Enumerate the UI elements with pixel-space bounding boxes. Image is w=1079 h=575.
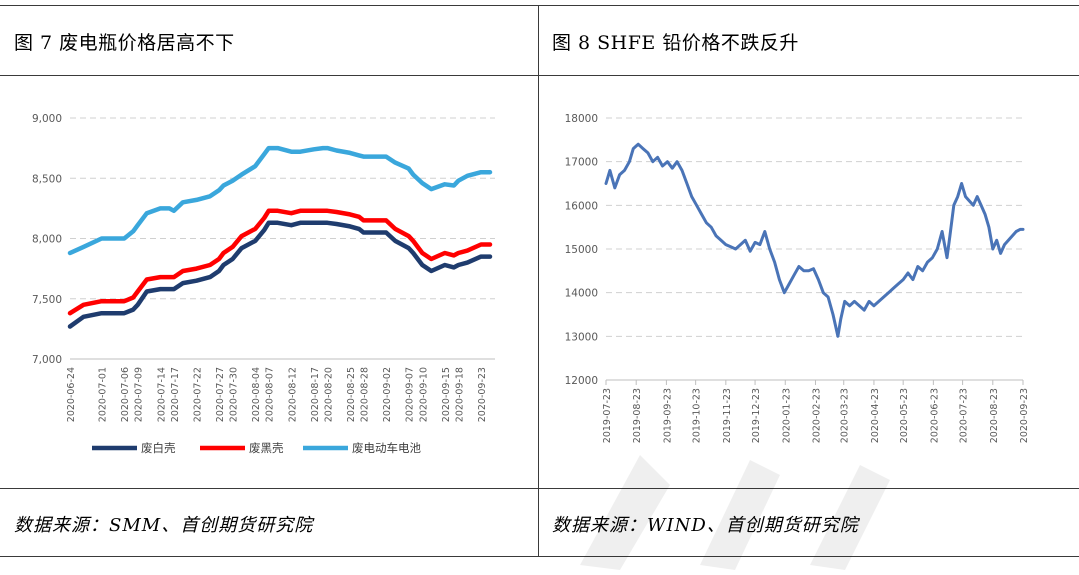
x-tick-label: 2019-08-23 <box>632 388 643 443</box>
x-tick-label: 2019-12-23 <box>751 388 762 443</box>
legend-label: 废电动车电池 <box>352 441 421 455</box>
x-tick-label: 2020-05-23 <box>899 388 910 443</box>
x-tick-label: 2020-09-23 <box>477 367 488 422</box>
x-tick-label: 2020-06-23 <box>929 388 940 443</box>
x-tick-label: 2020-08-17 <box>310 367 321 422</box>
x-tick-label: 2019-10-23 <box>692 388 703 443</box>
x-tick-label: 2020-09-07 <box>405 367 416 422</box>
x-tick-label: 2020-07-22 <box>192 367 203 422</box>
x-tick-label: 2020-07-23 <box>959 388 970 443</box>
series-line <box>67 220 493 329</box>
y-tick-label: 7,000 <box>32 354 62 366</box>
x-tick-label: 2019-09-23 <box>662 388 673 443</box>
x-tick-label: 2020-08-04 <box>251 367 262 422</box>
frame-top-line <box>0 5 1079 6</box>
y-tick-label: 9,000 <box>32 113 62 125</box>
right-chart-title: 图 8 SHFE 铅价格不跌反升 <box>552 32 799 54</box>
series-line <box>67 208 493 316</box>
x-tick-label: 2020-08-28 <box>360 367 371 422</box>
x-tick-label: 2020-09-18 <box>454 367 465 422</box>
x-tick-label: 2020-08-12 <box>287 367 298 422</box>
x-tick-label: 2020-07-06 <box>120 367 131 422</box>
y-tick-label: 18000 <box>565 113 598 125</box>
x-tick-label: 2020-07-01 <box>98 367 109 422</box>
series-line <box>604 142 1025 338</box>
x-tick-label: 2020-08-23 <box>989 388 1000 443</box>
x-tick-label: 2020-04-23 <box>870 388 881 443</box>
x-tick-label: 2020-08-07 <box>265 367 276 422</box>
right-chart-source: 数据来源：WIND、首创期货研究院 <box>552 515 859 536</box>
series-line <box>67 145 493 256</box>
legend-label: 废白壳 <box>141 441 176 455</box>
frame-title-divider <box>0 75 1079 76</box>
x-tick-label: 2020-08-20 <box>323 367 334 422</box>
watermark-logo <box>580 455 890 570</box>
frame-center-divider <box>538 5 539 557</box>
x-tick-label: 2020-07-27 <box>215 367 226 422</box>
left-chart-title: 图 7 废电瓶价格居高不下 <box>14 32 235 54</box>
scrap-battery-price-chart: 7,000 7,500 8,000 8,500 9,000 2020-06-24 2020-… <box>32 113 495 455</box>
x-tick-label: 2020-09-23 <box>1019 388 1030 443</box>
y-tick-label: 12000 <box>565 375 598 387</box>
y-tick-label: 17000 <box>565 157 598 169</box>
x-tick-label: 2020-03-23 <box>840 388 851 443</box>
y-tick-label: 16000 <box>565 200 598 212</box>
shfe-lead-price-chart: 12000 13000 14000 15000 16000 17000 18000 2019-… <box>565 113 1030 443</box>
x-tick-label: 2020-02-23 <box>811 388 822 443</box>
x-tick-label: 2020-07-09 <box>134 367 145 422</box>
left-chart-source: 数据来源：SMM、首创期货研究院 <box>14 515 314 536</box>
x-tick-label: 2020-08-25 <box>346 367 357 422</box>
frame-source-divider <box>0 488 1079 489</box>
x-tick-label: 2020-07-30 <box>229 367 240 422</box>
y-tick-label: 15000 <box>565 244 598 256</box>
y-tick-label: 8,500 <box>32 173 62 185</box>
x-tick-label: 2020-06-24 <box>66 367 77 422</box>
x-tick-label: 2020-07-14 <box>156 367 167 422</box>
x-tick-label: 2020-01-23 <box>781 388 792 443</box>
x-tick-label: 2019-11-23 <box>722 388 733 443</box>
x-tick-label: 2020-09-10 <box>418 367 429 422</box>
y-tick-label: 13000 <box>565 331 598 343</box>
x-tick-label: 2020-09-02 <box>382 367 393 422</box>
x-tick-label: 2019-07-23 <box>602 388 613 443</box>
x-tick-label: 2020-09-15 <box>441 367 452 422</box>
x-tick-label: 2020-07-17 <box>170 367 181 422</box>
y-tick-label: 14000 <box>565 288 598 300</box>
legend-label: 废黑壳 <box>249 441 284 455</box>
y-tick-label: 7,500 <box>32 294 62 306</box>
frame-bottom-line <box>0 556 1079 557</box>
y-tick-label: 8,000 <box>32 234 62 246</box>
